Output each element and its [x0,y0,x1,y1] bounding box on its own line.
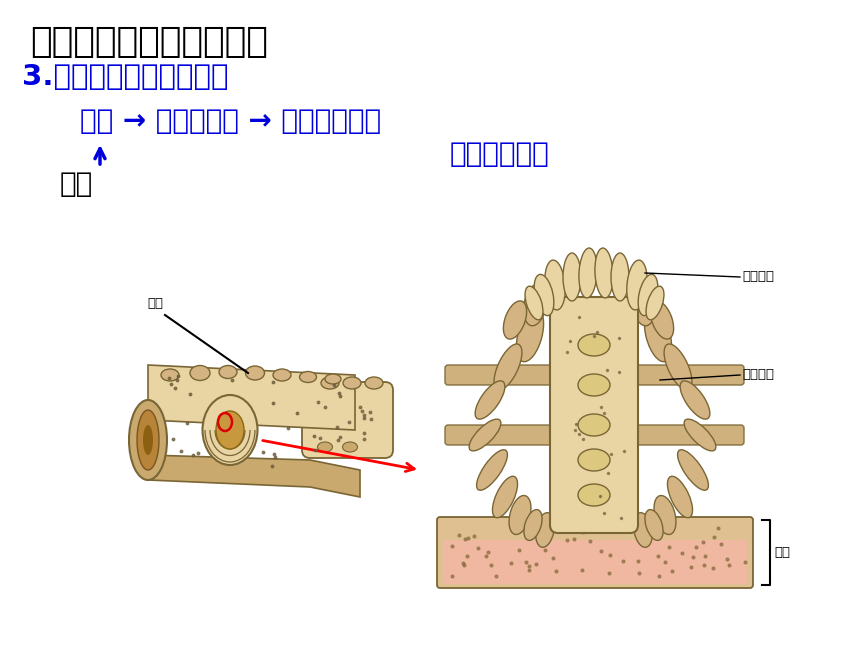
Ellipse shape [129,400,167,480]
Ellipse shape [634,513,653,548]
Ellipse shape [476,450,507,490]
Ellipse shape [667,476,692,518]
Ellipse shape [650,301,673,339]
Ellipse shape [578,334,610,356]
Text: 环形皱襞: 环形皱襞 [742,368,774,381]
FancyBboxPatch shape [445,425,559,445]
Text: 蛋白质和糖类: 蛋白质和糖类 [450,140,550,168]
Ellipse shape [684,419,716,451]
Ellipse shape [493,476,518,518]
Ellipse shape [190,366,210,381]
Ellipse shape [563,253,581,301]
Ellipse shape [325,374,341,384]
FancyBboxPatch shape [443,540,747,584]
Ellipse shape [317,442,333,452]
Text: 三、小肠适合消化的特点: 三、小肠适合消化的特点 [30,25,267,59]
FancyBboxPatch shape [550,297,638,533]
FancyBboxPatch shape [445,365,559,385]
Text: 小肠绒毛: 小肠绒毛 [742,270,774,284]
Ellipse shape [595,248,613,298]
Ellipse shape [503,301,526,339]
Ellipse shape [342,442,358,452]
Ellipse shape [664,344,692,390]
FancyBboxPatch shape [630,365,744,385]
Text: 肠液 → 多种消化酶 → 能消化脂肪、: 肠液 → 多种消化酶 → 能消化脂肪、 [80,107,381,135]
Ellipse shape [578,449,610,471]
Ellipse shape [680,381,709,419]
Ellipse shape [469,419,501,451]
Ellipse shape [516,308,544,362]
FancyBboxPatch shape [437,517,753,588]
Ellipse shape [137,410,159,470]
Ellipse shape [611,253,629,301]
Ellipse shape [578,374,610,396]
Ellipse shape [202,395,257,465]
Ellipse shape [627,260,648,310]
Ellipse shape [578,414,610,436]
Ellipse shape [161,369,179,381]
Ellipse shape [525,286,543,320]
Text: 小肠: 小肠 [147,297,163,310]
Ellipse shape [524,284,546,326]
Ellipse shape [646,286,664,320]
Ellipse shape [644,308,672,362]
Ellipse shape [631,284,654,326]
Polygon shape [148,365,355,430]
FancyBboxPatch shape [302,382,393,458]
Ellipse shape [321,377,339,389]
Ellipse shape [544,260,565,310]
Text: 肠壁: 肠壁 [774,546,790,559]
Polygon shape [148,455,360,497]
Ellipse shape [216,411,244,449]
Ellipse shape [536,513,555,548]
Ellipse shape [273,369,291,381]
Text: 3.小肠很长且能分泌肠液: 3.小肠很长且能分泌肠液 [22,63,229,91]
Ellipse shape [578,484,610,506]
Ellipse shape [494,344,522,390]
Ellipse shape [343,377,361,389]
Ellipse shape [579,248,597,298]
Ellipse shape [245,366,265,380]
Ellipse shape [143,425,153,455]
FancyBboxPatch shape [630,425,744,445]
Ellipse shape [645,510,663,541]
Ellipse shape [534,274,554,315]
Ellipse shape [524,510,542,541]
Ellipse shape [509,495,531,535]
Ellipse shape [654,495,676,535]
Ellipse shape [299,372,316,382]
Ellipse shape [365,377,383,389]
Text: 肠腺: 肠腺 [60,170,93,198]
Ellipse shape [678,450,709,490]
Ellipse shape [638,274,658,315]
Ellipse shape [219,366,237,379]
Ellipse shape [475,381,505,419]
